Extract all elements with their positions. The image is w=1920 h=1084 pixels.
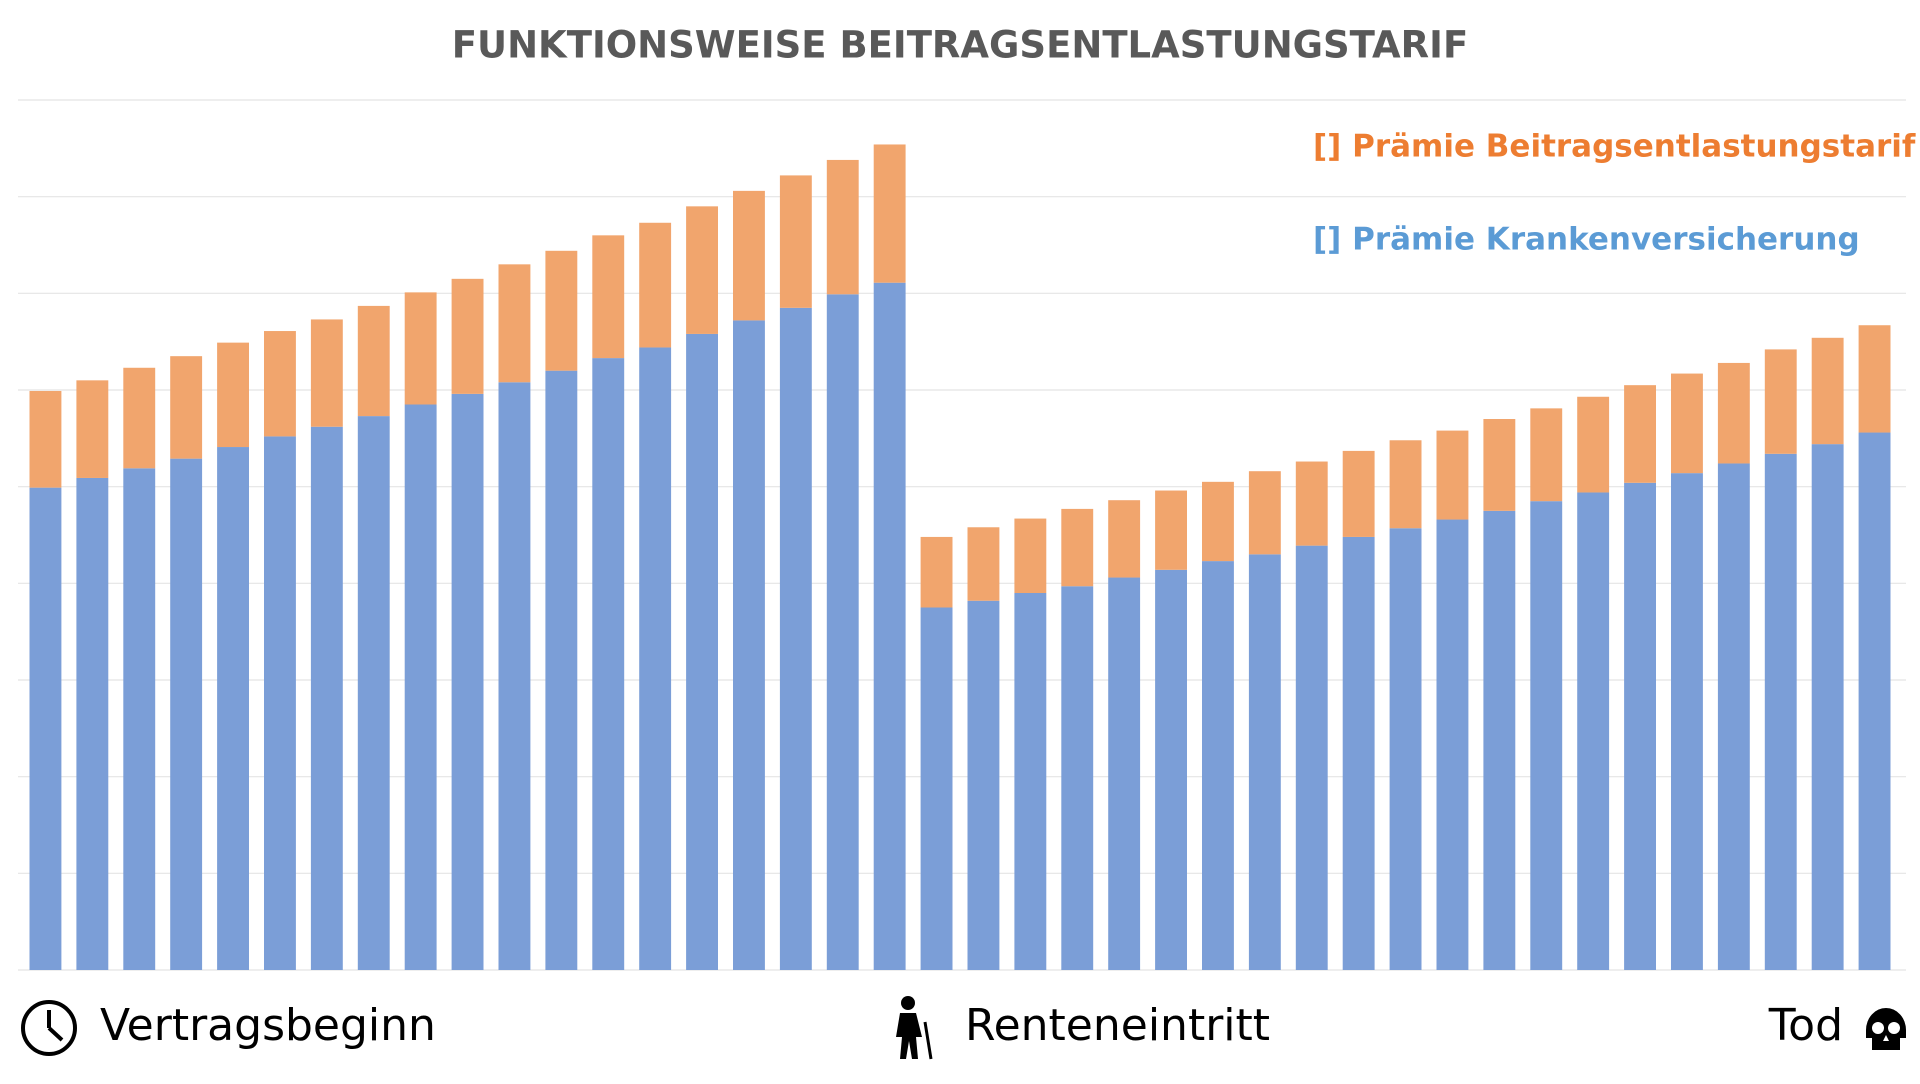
bar-segment (1717, 362, 1750, 464)
bar-segment (1858, 432, 1891, 970)
bar-segment (873, 282, 906, 970)
bar-segment (76, 477, 109, 970)
bar-segment (1295, 461, 1328, 546)
bar-segment (498, 264, 531, 383)
bar-segment (1483, 419, 1516, 511)
bar-segment (1671, 473, 1703, 970)
bar-segment (1717, 463, 1750, 970)
bar-segment (1342, 536, 1375, 970)
skull-icon (1866, 1008, 1906, 1050)
bar-segment (733, 320, 765, 970)
bar-segment (1624, 385, 1656, 483)
bar-segment (357, 305, 390, 417)
bar-segment (1530, 408, 1563, 502)
bar-segment (545, 370, 578, 971)
bar-segment (217, 447, 249, 970)
bar-segment (545, 250, 578, 371)
bar-segment (1671, 373, 1703, 474)
bar-segment (76, 380, 109, 478)
bar-segment (451, 393, 484, 970)
bar-segment (170, 458, 203, 970)
chart-title: FUNKTIONSWEISE BEITRAGSENTLASTUNGSTARIF (452, 24, 1468, 67)
bar-segment (826, 159, 859, 295)
bar-segment (123, 367, 156, 469)
annotation: Tod (1768, 1000, 1843, 1051)
clock-icon (21, 1000, 77, 1056)
elderly-icon (896, 996, 933, 1060)
bar-segment (1577, 396, 1610, 493)
bar-segment (1436, 519, 1469, 970)
bar-segment (1155, 569, 1187, 970)
bar-segment (29, 390, 62, 488)
bar-segment (1202, 481, 1234, 562)
bar-segment (1342, 450, 1375, 537)
bar-segment (1530, 501, 1563, 970)
bar-segment (639, 222, 672, 348)
bar-segment (920, 607, 953, 970)
bar-segment (1811, 337, 1844, 445)
bar-segment (686, 206, 718, 334)
bar-segment (1155, 490, 1187, 570)
bar-segment (1108, 577, 1141, 970)
bar-segment (404, 404, 437, 970)
bar-segment (592, 235, 625, 359)
bar-segment (1014, 518, 1047, 593)
bar-segment (310, 426, 343, 970)
bar-segment (123, 468, 156, 970)
bar-segment (1577, 492, 1610, 970)
bar-segment (1061, 586, 1094, 970)
bar-segment (1295, 545, 1328, 970)
bar-segment (1764, 349, 1797, 454)
bar-segment (1061, 508, 1094, 587)
bar-segment (873, 144, 906, 283)
legend-entry: [] Prämie Krankenversicherung (1313, 222, 1860, 258)
bar-segment (967, 600, 1000, 970)
bar-segment (686, 333, 718, 970)
legend-entry: [] Prämie Beitragsentlastungstarif (1313, 129, 1916, 165)
bar-segment (1014, 593, 1047, 970)
bar-segment (404, 292, 437, 405)
bar-segment (1436, 430, 1469, 520)
bar-segment (170, 356, 203, 459)
annotation: Renteneintritt (965, 1000, 1270, 1051)
annotation: Vertragsbeginn (100, 1000, 436, 1051)
bar-segment (1108, 500, 1141, 578)
bar-segment (1483, 510, 1516, 970)
bar-segment (1858, 325, 1891, 433)
bar-segment (1764, 453, 1797, 970)
plot-area (18, 99, 1906, 971)
bar-segment (592, 358, 625, 971)
bar-segment (451, 278, 484, 394)
bar-segment (264, 436, 296, 970)
bar-segment (1202, 561, 1234, 970)
bar-segment (639, 347, 672, 970)
bar-segment (1811, 444, 1844, 971)
bar-segment (1389, 440, 1422, 529)
bar-segment (733, 190, 765, 321)
bar-segment (1248, 471, 1281, 555)
bar-segment (967, 527, 1000, 601)
bar-segment (779, 307, 812, 970)
bar-segment (1389, 528, 1422, 970)
bar-segment (1624, 482, 1656, 970)
bar-segment (498, 382, 531, 970)
bar-segment (357, 416, 390, 971)
bar-segment (217, 342, 249, 448)
bar-segment (1248, 554, 1281, 970)
bar-segment (779, 175, 812, 308)
bar-segment (264, 331, 296, 437)
bar-segment (310, 319, 343, 427)
bar-segment (826, 294, 859, 970)
bar-segment (29, 487, 62, 970)
bar-segment (920, 536, 953, 608)
